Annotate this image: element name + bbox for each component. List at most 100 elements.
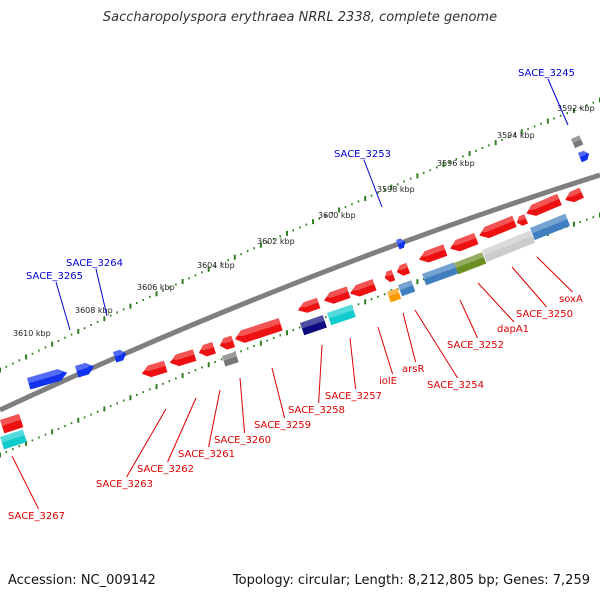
tick-mark [103, 316, 106, 322]
leader-line [363, 159, 383, 208]
tick-mark [142, 298, 145, 301]
tick-mark [266, 241, 268, 244]
gene-red-tiny [515, 214, 529, 226]
leader-line [318, 344, 323, 404]
tick-mark [129, 395, 132, 401]
tick-mark [70, 422, 73, 425]
tick-mark [31, 439, 34, 442]
tick-mark [83, 416, 86, 419]
gene-sace-3259 [233, 318, 283, 343]
tick-mark [285, 230, 288, 236]
gene-iole [383, 269, 396, 283]
kbp-label: 3598 kbp [377, 185, 415, 194]
genome-backbone [0, 172, 600, 413]
tick-mark [383, 188, 386, 191]
tick-mark [83, 327, 86, 330]
gene-sace-3267 [0, 429, 27, 450]
tick-mark [475, 149, 477, 152]
tick-mark [188, 371, 190, 374]
tick-mark [409, 177, 412, 180]
leader-line [271, 367, 286, 419]
leader-line [459, 299, 479, 339]
tick-mark [220, 358, 223, 361]
tick-mark [194, 274, 197, 277]
leader-line [536, 256, 573, 293]
kbp-label: 3604 kbp [197, 261, 235, 270]
tick-mark [435, 166, 438, 169]
tick-mark [259, 340, 262, 346]
tick-mark [442, 162, 445, 168]
leader-line [402, 312, 417, 363]
leader-line [95, 268, 108, 317]
tick-mark [325, 316, 327, 319]
tick-mark [351, 203, 353, 206]
tick-mark [527, 128, 529, 131]
tick-mark [18, 359, 21, 362]
gene-sace-3258 [300, 315, 327, 336]
tick-mark [592, 101, 595, 104]
tick-mark [318, 217, 321, 220]
tick-mark [253, 247, 255, 250]
tick-mark [103, 406, 106, 412]
leader-line [477, 282, 515, 323]
gene-olive [454, 252, 487, 275]
tick-mark [57, 339, 60, 342]
tick-mark [546, 118, 549, 124]
map-title: Saccharopolyspora erythraea NRRL 2338, c… [102, 10, 498, 25]
gene-label-forward: SACE_3253 [334, 149, 391, 160]
tick-mark [201, 366, 203, 369]
gene-arsr [398, 280, 416, 297]
tick-mark [422, 278, 425, 281]
gene-soxa [564, 187, 584, 203]
tick-mark [377, 191, 379, 194]
tick-mark [220, 262, 223, 265]
tick-mark [5, 451, 8, 454]
tick-mark [246, 347, 249, 350]
tick-mark [285, 330, 288, 336]
tick-mark [462, 155, 464, 158]
kbp-labels: 3592 kbp 3594 kbp 3596 kbp 3598 kbp 3600 kbp… [13, 104, 595, 338]
gene-sace-3254 [417, 244, 448, 263]
gene-sace-3253 [396, 238, 406, 250]
gene-label-forward: SACE_3264 [66, 258, 123, 269]
tick-mark [501, 138, 503, 141]
gene-label-forward: SACE_3265 [26, 271, 83, 282]
leader-line [208, 389, 221, 448]
tick-mark [344, 206, 347, 209]
tick-mark [188, 277, 190, 280]
tick-mark [90, 324, 92, 327]
tick-mark [481, 147, 484, 150]
tick-mark [162, 382, 164, 385]
tick-mark [44, 433, 47, 436]
tick-mark [272, 238, 275, 241]
forward-gene-labels: SACE_3245 SACE_3253 SACE_3264 SACE_3265 [26, 68, 575, 331]
tick-mark [109, 314, 112, 317]
tick-mark [279, 235, 282, 238]
tick-mark [572, 221, 575, 227]
topology-text: Topology: circular; Length: 8,212,805 bp… [232, 573, 590, 588]
tick-mark [168, 380, 171, 383]
tick-mark [194, 369, 197, 372]
tick-mark [553, 117, 555, 120]
gene-label-reverse: soxA [559, 294, 583, 305]
accession-text: Accession: NC_009142 [8, 573, 156, 588]
tick-mark [51, 341, 54, 347]
gene-reverse-edge [0, 413, 24, 434]
tick-mark [292, 329, 295, 332]
gene-sace-3265 [27, 369, 68, 390]
tick-mark [416, 173, 419, 179]
leader-line [11, 455, 40, 510]
tick-mark [12, 448, 14, 451]
kbp-label: 3610 kbp [13, 329, 51, 338]
tick-mark [357, 200, 360, 203]
tick-mark [572, 107, 575, 113]
tick-mark [90, 413, 92, 416]
kbp-label: 3596 kbp [437, 159, 475, 168]
gene-dapa1 [478, 215, 517, 239]
gene-label-reverse: dapA1 [497, 324, 529, 335]
gene-sace-3260 [222, 351, 239, 367]
tick-mark [155, 384, 158, 390]
tick-mark [370, 194, 373, 197]
tick-mark [64, 336, 66, 339]
